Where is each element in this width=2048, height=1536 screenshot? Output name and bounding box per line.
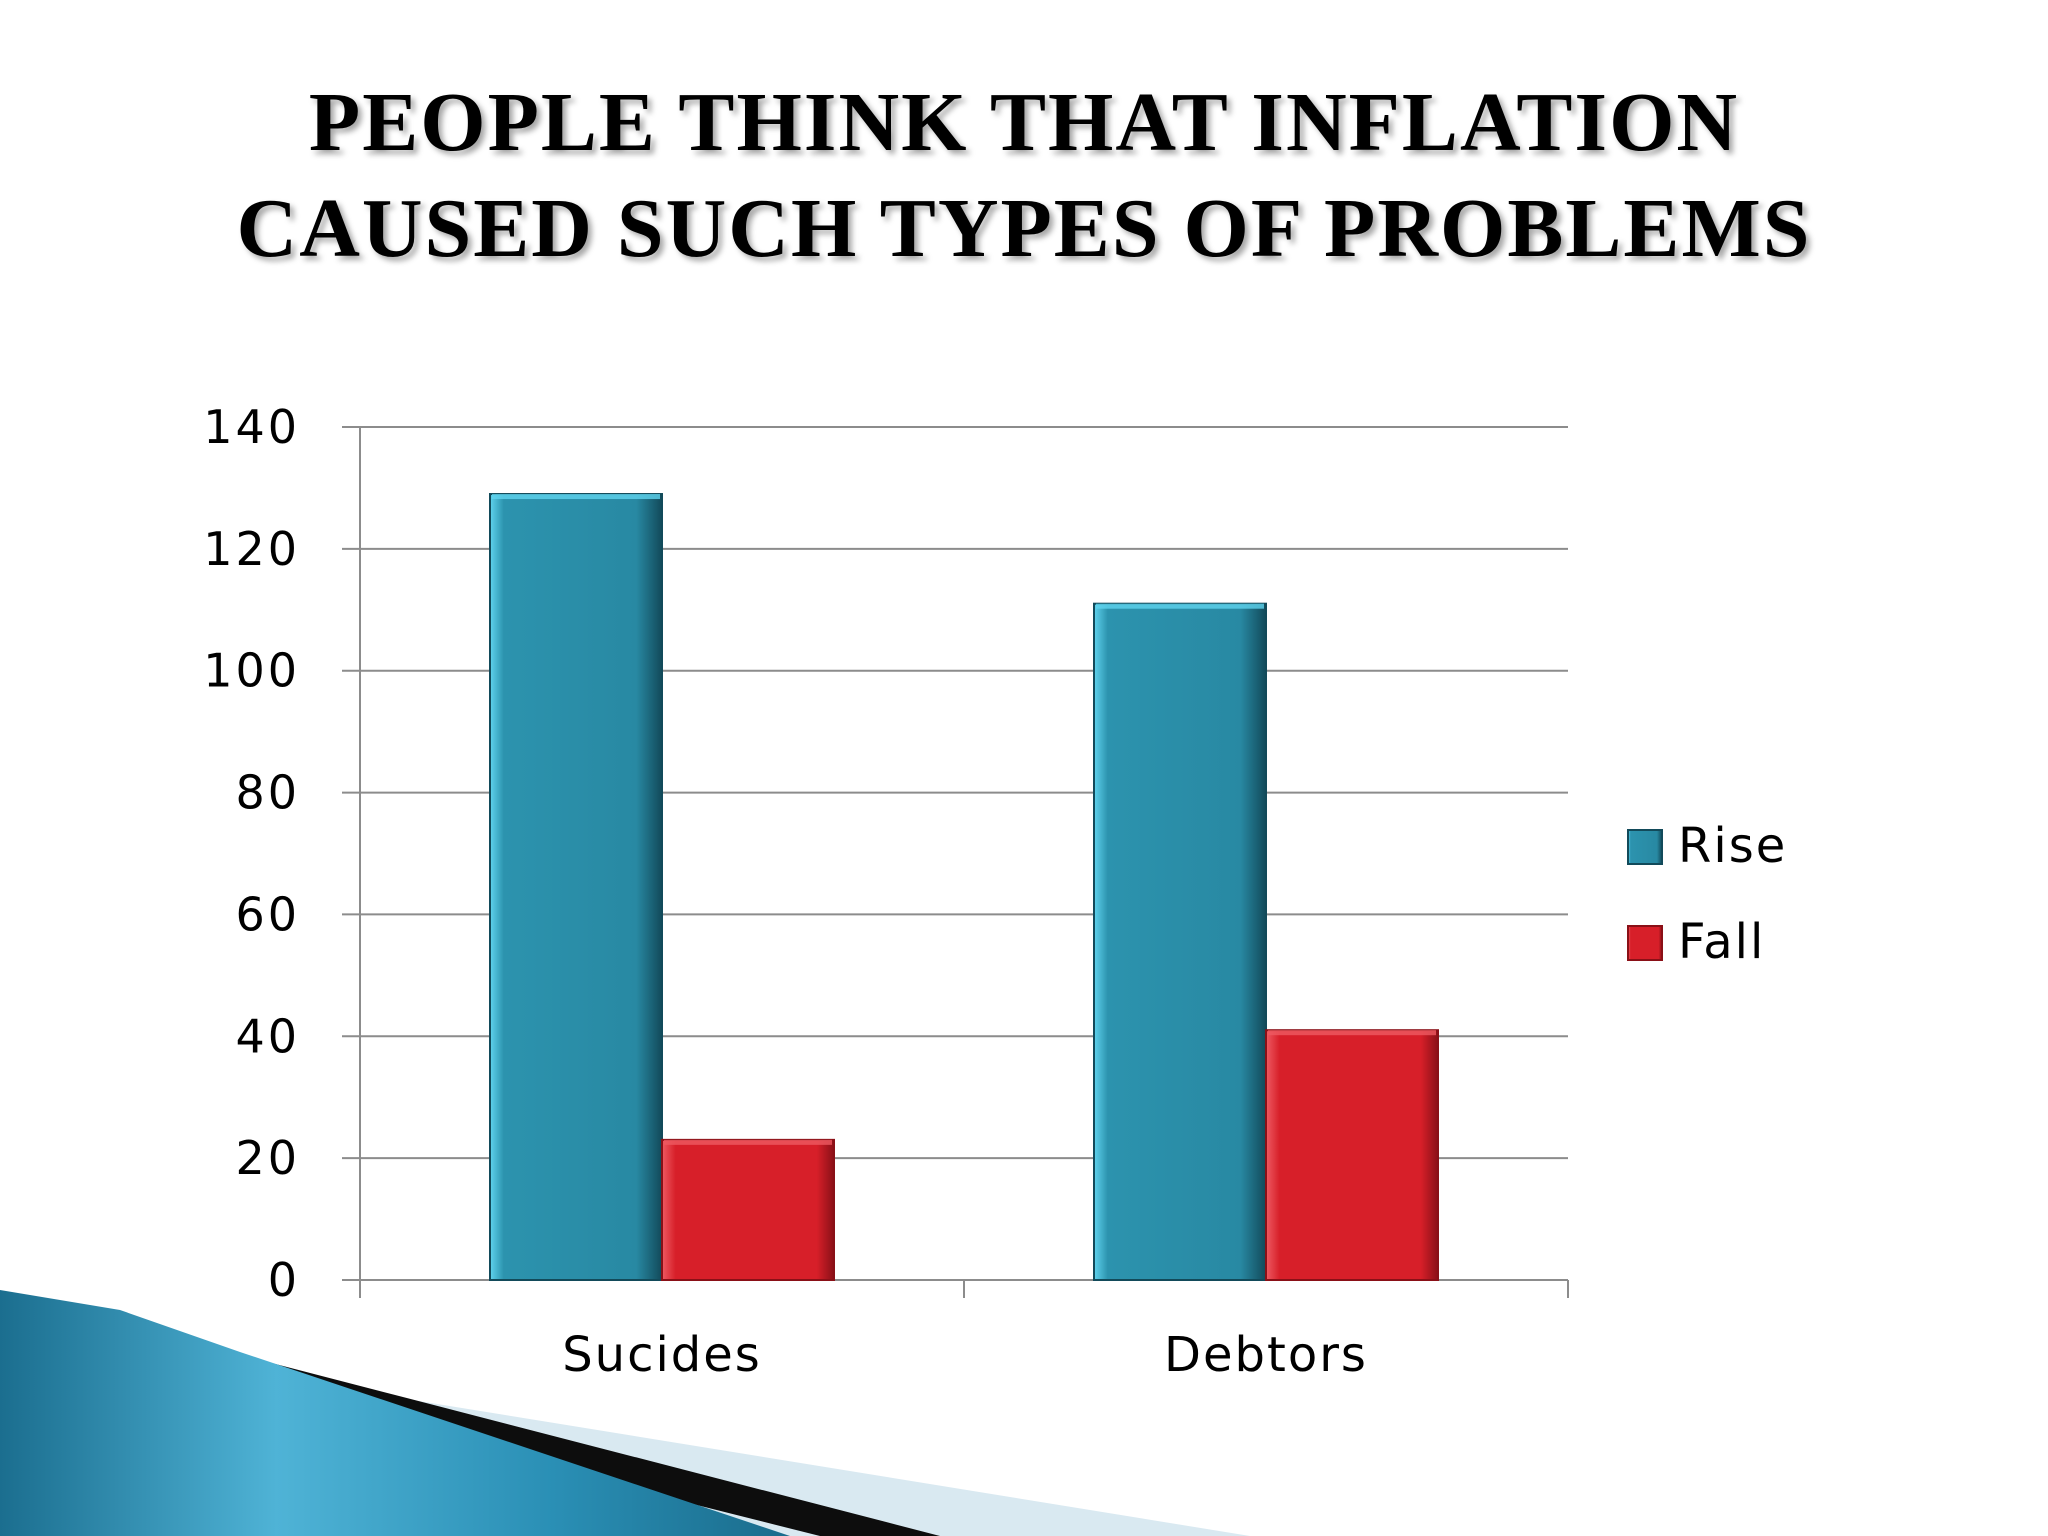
y-tick-label: 120 [203, 522, 300, 576]
bar-body [1093, 602, 1267, 1281]
slide-title: PEOPLE THINK THAT INFLATION CAUSED SUCH … [0, 70, 2048, 282]
legend: Rise Fall [1627, 818, 1787, 970]
swoosh-blue-band [0, 1290, 790, 1536]
bar-body [661, 1138, 835, 1281]
legend-label: Fall [1678, 914, 1765, 970]
category-label: Sucides [562, 1327, 762, 1383]
legend-label: Rise [1678, 818, 1787, 874]
bar-rise-debtors [1093, 602, 1267, 1281]
bar-bevel-top [664, 1139, 832, 1145]
y-tick-labels: 0 20 40 60 80 100 120 140 [203, 400, 300, 1307]
legend-swatch [1627, 829, 1663, 865]
legend-swatch [1627, 925, 1663, 961]
legend-item-fall: Fall [1627, 914, 1765, 970]
title-line-1: PEOPLE THINK THAT INFLATION [308, 76, 1740, 169]
y-tick-label: 40 [235, 1009, 300, 1063]
bar-bevel-top [492, 494, 660, 500]
bar-bevel-top [1268, 1030, 1436, 1036]
y-tick-label: 100 [203, 644, 300, 698]
bar-rise-sucides [489, 493, 663, 1281]
y-tick-label: 20 [235, 1131, 300, 1185]
y-tick-label: 0 [268, 1253, 300, 1307]
legend-item-rise: Rise [1627, 818, 1787, 874]
bar-fall-sucides [661, 1138, 835, 1281]
title-line-2: CAUSED SUCH TYPES OF PROBLEMS [236, 182, 1812, 275]
y-tick-label: 80 [235, 766, 300, 820]
category-labels: Sucides Debtors [562, 1327, 1368, 1383]
y-tick-label: 60 [235, 887, 300, 941]
bar-fall-debtors [1265, 1029, 1439, 1282]
bar-body [1265, 1029, 1439, 1282]
bars [489, 493, 1439, 1282]
bar-body [489, 493, 663, 1281]
bar-bevel-top [1096, 603, 1264, 609]
y-tick-label: 140 [203, 400, 300, 454]
decorative-swoosh [0, 1290, 1250, 1536]
axes [359, 427, 1569, 1298]
category-label: Debtors [1164, 1327, 1368, 1383]
